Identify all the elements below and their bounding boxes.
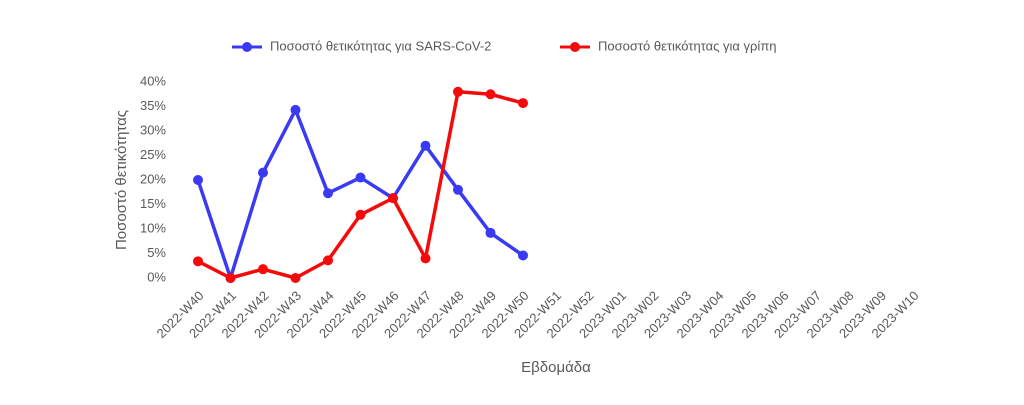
y-tick-label: 10% (140, 220, 166, 235)
point (420, 253, 431, 264)
series-line (196, 108, 524, 280)
point (355, 172, 366, 183)
point (388, 193, 398, 204)
legend-marker (242, 42, 252, 52)
point (290, 273, 301, 283)
y-tick-label: 40% (140, 73, 166, 88)
point (420, 140, 431, 151)
point (323, 255, 333, 266)
y-tick-label: 25% (140, 147, 166, 162)
y-tick-label: 0% (147, 269, 166, 284)
point (485, 89, 496, 100)
point (290, 104, 301, 115)
point (193, 175, 203, 185)
point (355, 209, 366, 220)
x-axis-label: Εβδομάδα (521, 359, 591, 376)
series-line (197, 90, 524, 280)
point (453, 184, 463, 195)
point (323, 188, 333, 199)
y-tick-label: 5% (147, 245, 166, 260)
y-axis-label: Ποσοστό θετικότητας (113, 110, 130, 250)
point (193, 256, 203, 267)
point (518, 250, 528, 261)
point (258, 264, 268, 275)
point (225, 273, 236, 283)
point (258, 167, 268, 178)
y-tick-label: 15% (140, 196, 166, 211)
point (518, 98, 528, 109)
y-tick-label: 35% (140, 98, 166, 113)
y-tick-label: 30% (140, 122, 166, 137)
legend-marker (570, 42, 580, 52)
legend-label: Ποσοστό θετικότητας για SARS-CoV-2 (270, 38, 491, 53)
point (453, 86, 463, 97)
legend-label: Ποσοστό θετικότητας για γρίπη (598, 38, 777, 53)
y-tick-label: 20% (140, 171, 166, 186)
point (485, 227, 496, 238)
